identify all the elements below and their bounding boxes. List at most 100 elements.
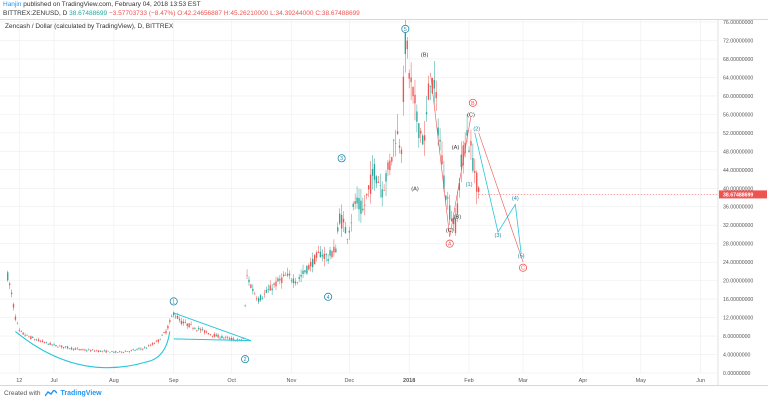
y-tick-label: 52.00000000: [723, 131, 753, 137]
candle: [53, 342, 55, 346]
candle-body: [396, 131, 399, 134]
candle-body: [78, 349, 80, 350]
wave-number: A: [448, 242, 452, 248]
candle: [435, 80, 437, 111]
candle: [364, 194, 366, 216]
candle-body: [308, 265, 310, 270]
candle: [229, 336, 231, 341]
candle-body: [466, 129, 468, 136]
candle: [24, 332, 26, 337]
candle: [203, 330, 206, 335]
cup-curve: [15, 330, 171, 369]
candle-body: [213, 334, 215, 337]
candle-body: [192, 328, 194, 329]
candle: [91, 349, 94, 351]
candle: [406, 36, 408, 59]
candle: [59, 344, 61, 347]
x-tick-label: 2018: [403, 378, 415, 384]
corrective-abc-line: [430, 72, 472, 237]
candle: [277, 276, 279, 282]
candle: [157, 338, 159, 344]
candle-body: [462, 145, 464, 166]
author-link[interactable]: Hanjin: [3, 1, 22, 8]
candle: [68, 348, 71, 350]
candle: [142, 348, 144, 351]
candle-body: [250, 284, 252, 288]
grid: [0, 20, 719, 385]
candle: [213, 332, 215, 338]
candle-body: [103, 350, 105, 352]
projection-c-line: [478, 132, 524, 263]
candle-body: [43, 342, 46, 343]
candle: [76, 346, 78, 350]
candle-body: [128, 351, 130, 352]
wave-number: 1: [172, 299, 175, 305]
candle-body: [24, 335, 26, 336]
candle-body: [460, 154, 462, 168]
y-tick-label: 16.00000000: [723, 297, 753, 303]
candle: [423, 120, 426, 156]
candle-body: [14, 316, 17, 320]
created-with-label: Created with: [4, 390, 41, 397]
price-axis[interactable]: 0.00000000 4.00000000 8.00000000 12.0000000…: [719, 20, 767, 377]
y-tick-label: 8.00000000: [723, 334, 751, 340]
candle-body: [306, 265, 308, 274]
candle: [472, 143, 474, 173]
candle: [90, 349, 92, 353]
candle-body: [64, 346, 67, 347]
candle: [37, 337, 40, 343]
projection-wave-label: (4): [512, 196, 519, 202]
candle-body: [406, 40, 408, 50]
wave-marker: [445, 239, 454, 248]
chart-area[interactable]: Zencash / Dollar (calculated by TradingV…: [0, 7, 768, 386]
candle: [95, 349, 98, 352]
candle-body: [149, 345, 152, 346]
candle: [352, 201, 354, 211]
candle-body: [323, 253, 325, 259]
candle-body: [223, 337, 225, 339]
candle-body: [261, 298, 264, 299]
candle: [323, 246, 325, 267]
projection-line: [474, 132, 522, 253]
candle: [190, 321, 192, 326]
candle-body: [277, 278, 279, 282]
candle-body: [167, 325, 169, 329]
candle: [337, 222, 339, 234]
wave-marker: [169, 297, 178, 306]
candle-body: [302, 270, 304, 275]
candle-body: [340, 215, 343, 229]
x-tick-label: Apr: [579, 378, 588, 384]
y-tick-label: 56.00000000: [723, 112, 753, 118]
candle-body: [439, 139, 441, 142]
candle: [101, 350, 103, 353]
x-tick-label: Feb: [464, 378, 473, 384]
candle: [18, 328, 20, 333]
candle-body: [159, 339, 161, 341]
candle-body: [122, 352, 125, 353]
candle-body: [443, 175, 445, 189]
candle: [227, 335, 229, 340]
candle: [344, 221, 347, 234]
candle-body: [124, 351, 127, 352]
candle-body: [454, 218, 457, 234]
x-tick-label: Aug: [109, 378, 119, 384]
candle: [165, 328, 167, 335]
candle-body: [109, 352, 111, 354]
candle-body: [115, 351, 117, 353]
candle: [315, 250, 318, 262]
candle-body: [273, 283, 275, 285]
price-chart[interactable]: Zencash / Dollar (calculated by TradingV…: [0, 7, 768, 385]
y-tick-label: 28.00000000: [723, 242, 753, 248]
candle: [173, 311, 175, 318]
candle-body: [269, 285, 271, 291]
time-axis[interactable]: 12 Jul Aug Sep Oct Nov Dec 2018 Feb Mar Apr May Jun: [16, 378, 705, 384]
tradingview-brand[interactable]: TradingView: [60, 390, 102, 397]
candle-body: [290, 280, 293, 282]
candle-body: [18, 329, 20, 331]
candle-body: [178, 318, 181, 321]
candle-body: [171, 316, 173, 318]
candle-body: [449, 205, 451, 220]
candle: [230, 336, 233, 342]
x-tick-label: Nov: [287, 378, 297, 384]
candle: [470, 129, 472, 160]
